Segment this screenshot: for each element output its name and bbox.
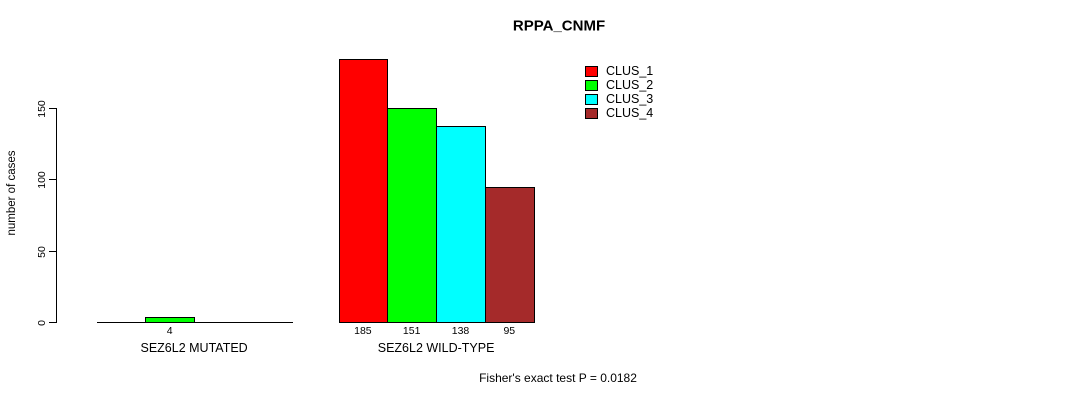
y-tick-label: 100 [36, 171, 48, 189]
zero-height-bar [194, 322, 244, 323]
legend-label: CLUS_1 [606, 64, 654, 78]
y-tick [49, 322, 56, 323]
bar-value-label: 95 [503, 325, 516, 337]
annotation-text: Fisher's exact test P = 0.0182 [479, 371, 637, 385]
legend: CLUS_1 CLUS_2 CLUS_3 CLUS_4 [585, 64, 653, 120]
zero-height-bar [243, 322, 293, 323]
legend-row: CLUS_3 [585, 92, 653, 106]
y-tick-label: 50 [36, 246, 48, 258]
y-tick [49, 251, 56, 252]
legend-swatch [585, 79, 598, 91]
legend-label: CLUS_3 [606, 92, 654, 106]
y-tick-label: 150 [36, 100, 48, 118]
legend-swatch [585, 93, 598, 105]
legend-swatch [585, 107, 598, 119]
legend-row: CLUS_4 [585, 106, 653, 120]
bar [387, 108, 437, 323]
bar [339, 59, 388, 323]
legend-row: CLUS_2 [585, 78, 653, 92]
bar-value-label: 138 [451, 325, 470, 337]
legend-row: CLUS_1 [585, 64, 653, 78]
bar-value-label: 4 [166, 325, 173, 337]
y-tick-label: 0 [36, 320, 48, 326]
bar-value-label: 185 [354, 325, 372, 337]
group-label: SEZ6L2 WILD-TYPE [377, 341, 495, 355]
chart-title: RPPA_CNMF [512, 17, 606, 35]
bar-value-label: 151 [402, 325, 421, 337]
y-tick [49, 108, 56, 109]
y-tick [49, 179, 56, 180]
legend-label: CLUS_4 [606, 106, 654, 120]
bar [436, 126, 486, 323]
zero-height-bar [97, 322, 146, 323]
legend-label: CLUS_2 [606, 78, 654, 92]
bar [485, 187, 535, 323]
group-label: SEZ6L2 MUTATED [140, 341, 248, 355]
y-axis-line [56, 108, 57, 323]
legend-swatch [585, 65, 598, 77]
bar [145, 317, 195, 323]
y-axis-label: number of cases [6, 150, 18, 236]
